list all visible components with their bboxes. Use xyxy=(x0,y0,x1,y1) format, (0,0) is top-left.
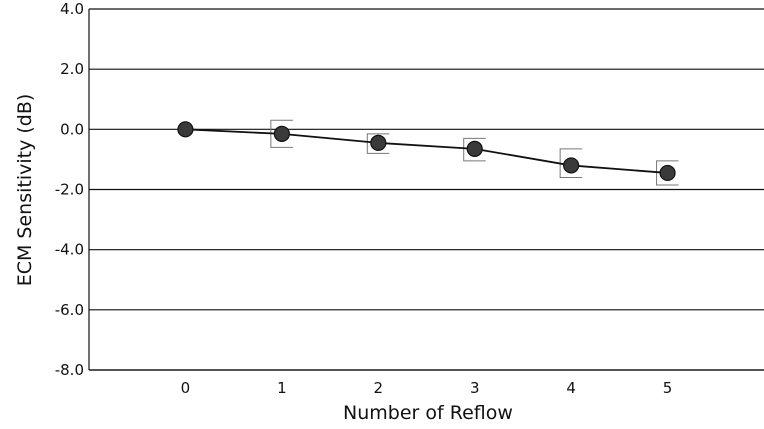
x-axis-ticks: 0 1 2 3 4 5 xyxy=(181,379,673,397)
x-tick-label: 3 xyxy=(470,379,480,397)
x-tick-label: 2 xyxy=(374,379,384,397)
data-point xyxy=(466,140,483,157)
x-tick-label: 5 xyxy=(663,379,673,397)
error-bar xyxy=(366,133,390,154)
data-point xyxy=(177,121,194,138)
data-markers xyxy=(177,121,676,182)
y-axis-title: ECM Sensitivity (dB) xyxy=(14,94,36,287)
y-tick-label: -6.0 xyxy=(55,301,84,319)
plot-frame xyxy=(88,9,764,371)
x-tick-label: 0 xyxy=(181,379,191,397)
series-line xyxy=(185,128,668,174)
series-line-group xyxy=(185,128,668,174)
y-tick-label: -2.0 xyxy=(55,181,84,199)
y-tick-label: -4.0 xyxy=(55,241,84,259)
y-tick-label: 4.0 xyxy=(60,0,84,18)
error-bar xyxy=(463,137,486,162)
data-point xyxy=(273,125,290,142)
error-bars xyxy=(270,119,679,186)
x-tick-label: 1 xyxy=(277,379,287,397)
data-point xyxy=(370,134,387,151)
x-axis-title: Number of Reflow xyxy=(343,402,513,424)
data-point xyxy=(563,157,580,174)
y-axis-ticks: 4.0 2.0 0.0 -2.0 -4.0 -6.0 -8.0 xyxy=(55,0,84,379)
gridlines xyxy=(89,8,764,371)
data-point xyxy=(659,164,676,182)
y-tick-label: 2.0 xyxy=(60,60,84,78)
y-tick-label: -8.0 xyxy=(55,361,84,379)
x-tick-label: 4 xyxy=(566,379,576,397)
y-tick-label: 0.0 xyxy=(60,120,84,138)
